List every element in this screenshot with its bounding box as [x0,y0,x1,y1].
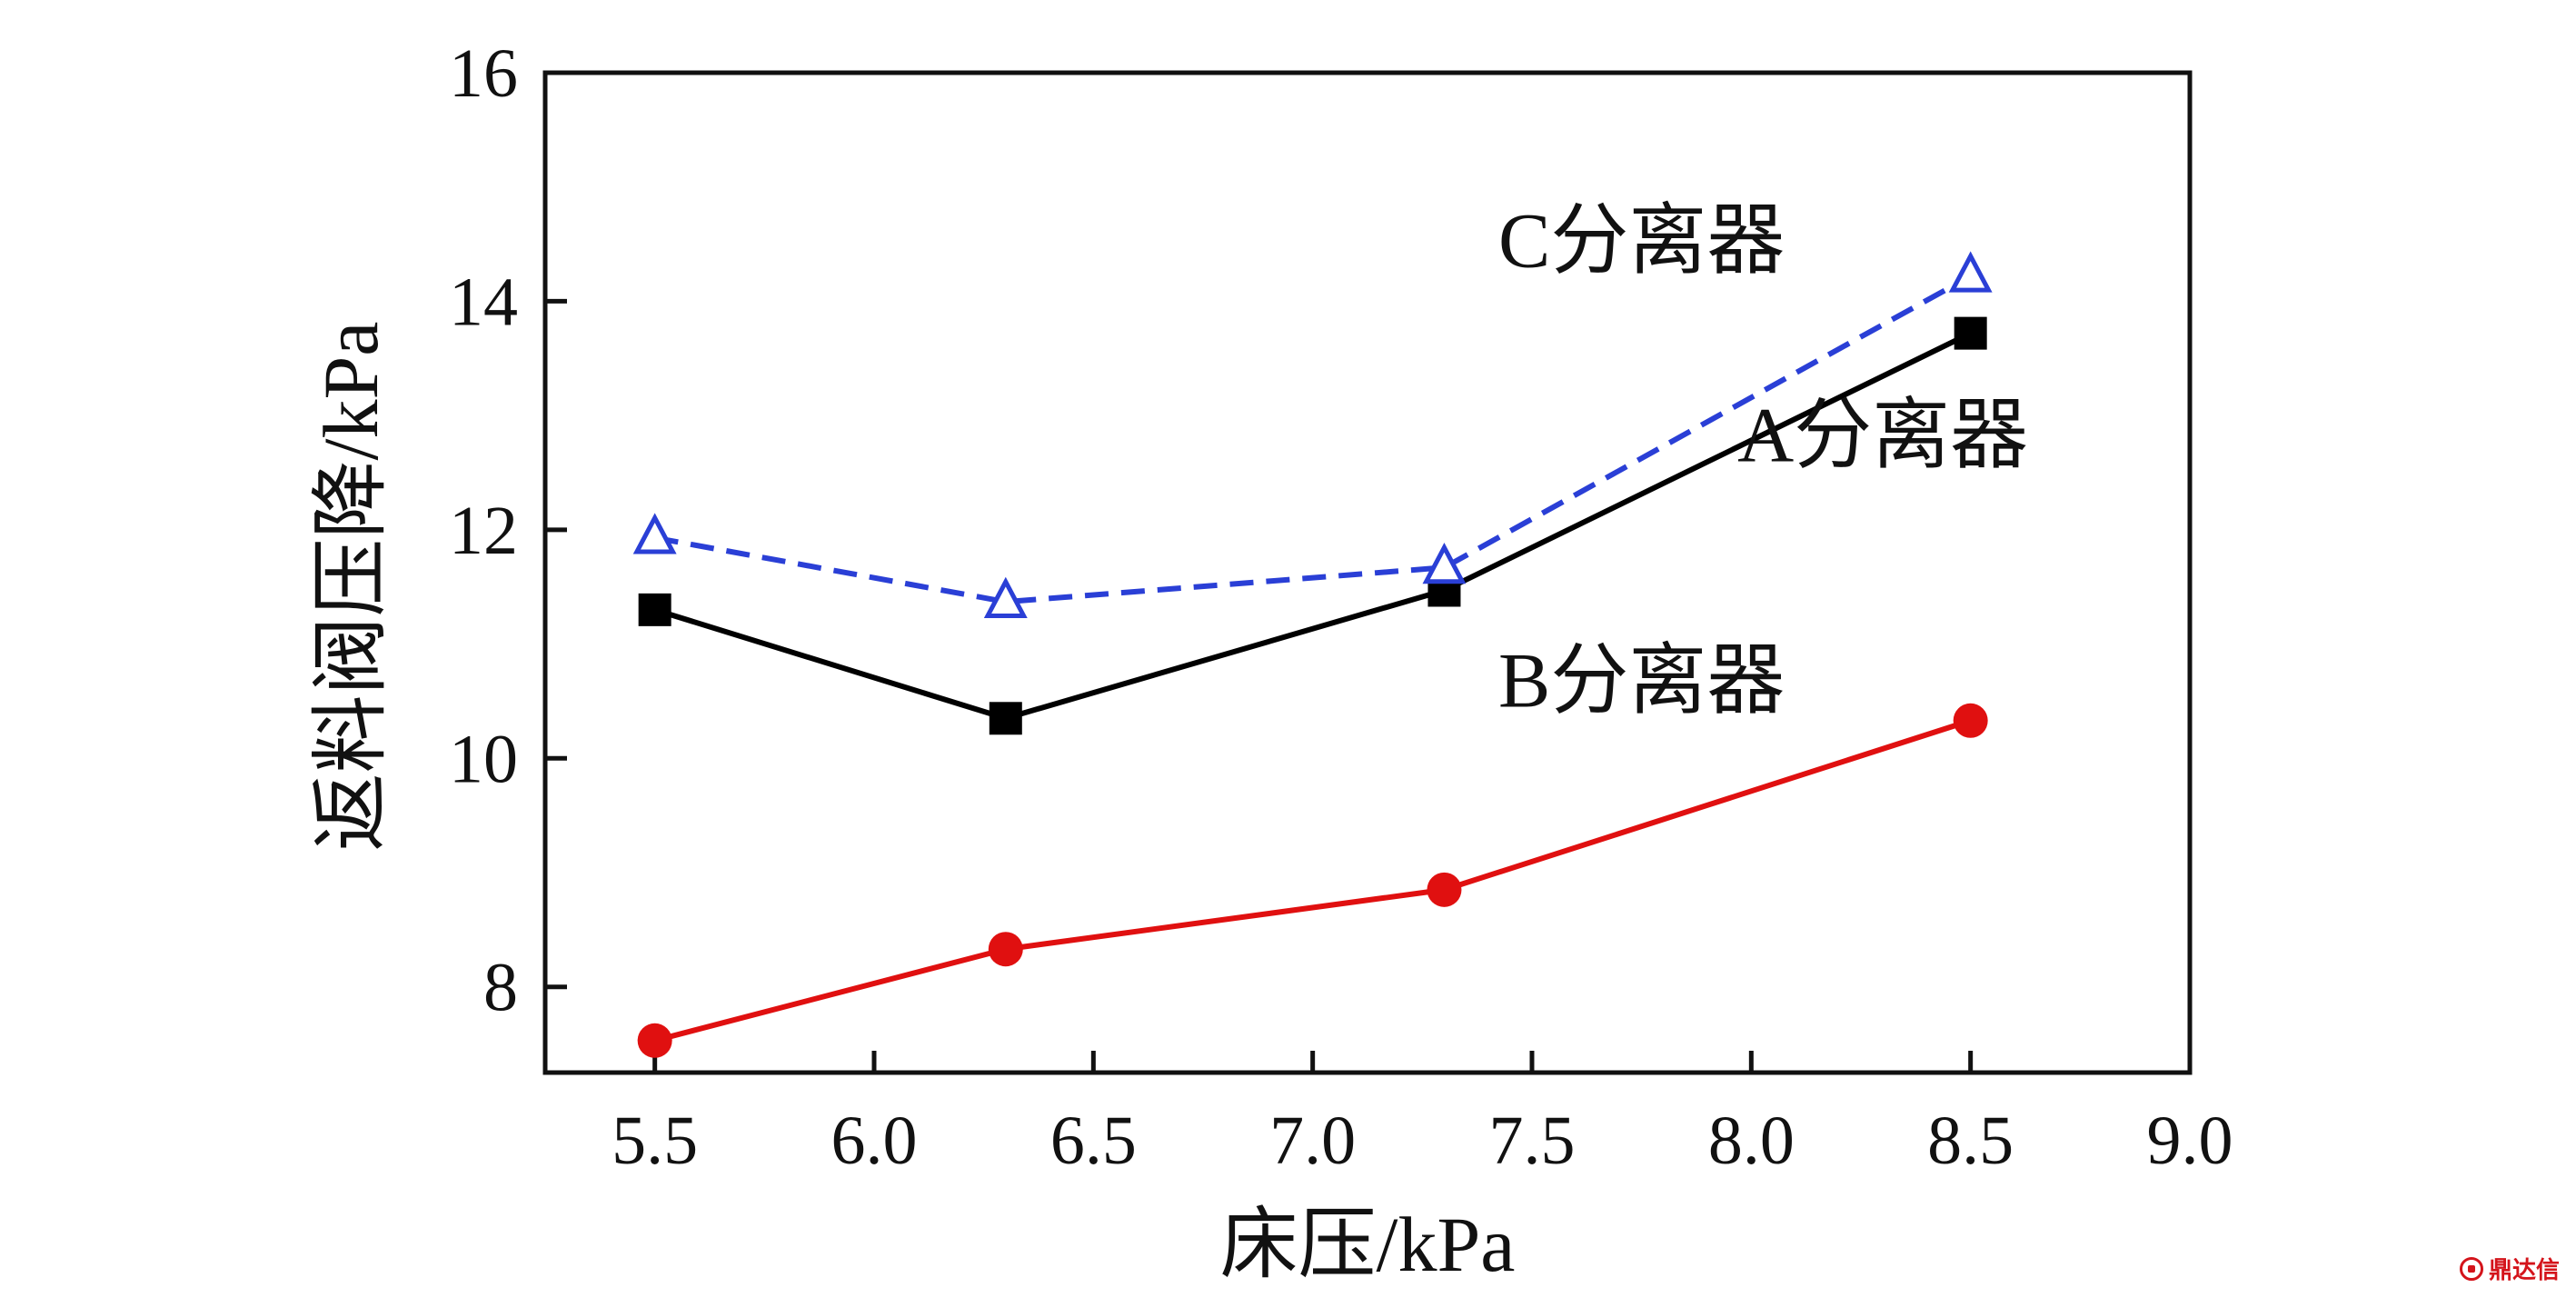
series-label: C分离器 [1498,197,1785,285]
y-tick-label: 12 [449,493,518,569]
y-tick-label: 10 [449,721,518,797]
x-tick-label: 8.5 [1927,1103,2014,1179]
data-point [988,932,1023,967]
data-point [1948,251,1993,293]
y-tick-label: 8 [483,950,518,1026]
series-line [654,274,1973,605]
x-tick-label: 5.5 [612,1103,698,1179]
x-tick-label: 6.5 [1050,1103,1137,1179]
data-point [1427,872,1462,907]
series-line [653,717,1972,1043]
x-tick-label: 6.0 [831,1103,918,1179]
x-tick-label: 7.5 [1489,1103,1576,1179]
dingdaxin-logo-icon [2459,1256,2483,1281]
ticks-layer: 5.5 6.0 6.5 7.0 7.5 8.0 8.5 9.0 8 10 12 14 16 [449,35,2233,1179]
x-tick-label: 8.0 [1708,1103,1795,1179]
labels-layer: A分离器 B分离器 C分离器 [1498,197,2028,724]
series-label: B分离器 [1498,637,1785,724]
data-point [983,576,1028,618]
data-point [1422,542,1467,584]
y-axis-title: 返料阀压降/kPa [307,322,394,852]
x-tick-label: 7.0 [1269,1103,1356,1179]
data-point [632,513,677,554]
data-point [1953,703,1988,738]
series-label: A分离器 [1737,391,2028,478]
watermark: 鼎达信 [2459,1252,2560,1285]
data-point [637,1023,672,1058]
watermark-text: 鼎达信 [2488,1257,2560,1284]
x-axis-title: 床压/kPa [1220,1201,1516,1288]
plot-frame [542,70,2193,1075]
data-point [1954,316,1987,350]
y-tick-label: 14 [449,264,518,340]
y-tick-label: 16 [449,35,518,112]
data-point [989,702,1022,735]
series-line [653,330,1972,722]
data-point [638,593,671,626]
series-layer [632,251,1993,1058]
x-tick-label: 9.0 [2147,1103,2233,1179]
